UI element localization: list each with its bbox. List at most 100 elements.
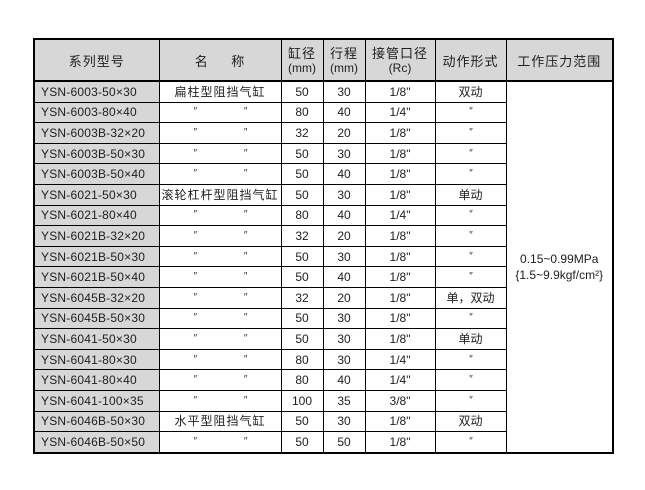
- cell-bore: 80: [280, 204, 324, 227]
- cell-name: ″ ″: [158, 266, 282, 288]
- cell-bore: 32: [280, 286, 324, 309]
- cell-action: ″: [434, 122, 507, 144]
- cell-action: ″: [434, 245, 507, 268]
- cell-bore: 50: [280, 80, 324, 103]
- table-row: YSN-6003B-32×20 ″ ″ 32 20 1/8" ″: [33, 122, 613, 144]
- cell-bore: 50: [280, 266, 324, 288]
- cell-stroke: 50: [322, 431, 366, 454]
- cell-name: ″ ″: [158, 163, 282, 185]
- cell-action: 双动: [434, 80, 507, 103]
- cell-bore: 80: [280, 348, 324, 371]
- cell-name: 扁柱型阻挡气缸: [158, 80, 282, 103]
- cell-action: ″: [434, 431, 507, 454]
- column-header-pressure: 工作压力范围: [505, 38, 614, 82]
- pressure-range-line1: 0.15~0.99MPa: [520, 251, 599, 266]
- cell-bore: 50: [280, 307, 324, 330]
- cell-action: ″: [434, 348, 507, 371]
- table-row: YSN-6045B-32×20 ″ ″ 32 20 1/8" 单，双动: [33, 286, 613, 309]
- cell-model: YSN-6003-80×40: [33, 101, 160, 124]
- cell-port: 1/4": [364, 204, 436, 227]
- cell-action: ″: [434, 369, 507, 391]
- cell-bore: 50: [280, 410, 324, 433]
- table-row: YSN-6041-80×30 ″ ″ 80 30 1/4" ″: [33, 348, 613, 371]
- cell-action: ″: [434, 225, 507, 247]
- cell-model: YSN-6041-100×35: [33, 389, 160, 412]
- cell-stroke: 30: [322, 183, 366, 206]
- cell-port: 1/8": [364, 328, 436, 350]
- cell-name: ″ ″: [158, 142, 282, 165]
- cell-action: ″: [434, 142, 507, 165]
- column-header-model: 系列型号: [33, 38, 160, 82]
- cell-bore: 80: [280, 101, 324, 124]
- pressure-range-line2: {1.5~9.9kgf/cm²}: [515, 267, 604, 282]
- cell-port: 1/8": [364, 122, 436, 144]
- cell-port: 1/8": [364, 431, 436, 454]
- table-row: YSN-6021B-50×40 ″ ″ 50 40 1/8" ″: [33, 266, 613, 288]
- cell-bore: 80: [280, 369, 324, 391]
- column-header-stroke-label: 行程: [329, 45, 358, 61]
- cell-port: 1/4": [364, 101, 436, 124]
- cell-name: ″ ″: [158, 369, 282, 391]
- cell-action: ″: [434, 101, 507, 124]
- cell-action: ″: [434, 204, 507, 227]
- table-row: YSN-6046B-50×30 水平型阻挡气缸 50 30 1/8" 双动: [33, 410, 613, 433]
- cell-name: ″ ″: [158, 245, 282, 268]
- cell-stroke: 20: [322, 225, 366, 247]
- cell-stroke: 40: [322, 101, 366, 124]
- cell-name: ″ ″: [158, 225, 282, 247]
- cell-bore: 50: [280, 431, 324, 454]
- cell-stroke: 40: [322, 204, 366, 227]
- cell-name: ″ ″: [158, 204, 282, 227]
- column-header-bore-unit: (mm): [288, 60, 316, 75]
- cell-port: 1/8": [364, 410, 436, 433]
- table-row: YSN-6021-50×30 滚轮杠杆型阻挡气缸 50 30 1/8" 单动: [33, 183, 613, 206]
- cell-name: 滚轮杠杆型阻挡气缸: [158, 183, 282, 206]
- cell-bore: 100: [280, 389, 324, 412]
- cell-stroke: 30: [322, 410, 366, 433]
- column-header-port-unit: (Rc): [388, 60, 412, 75]
- cell-stroke: 30: [322, 80, 366, 103]
- cell-model: YSN-6041-50×30: [33, 328, 160, 350]
- table-row: YSN-6003B-50×30 ″ ″ 50 30 1/8" ″: [33, 142, 613, 165]
- cell-model: YSN-6003B-32×20: [33, 122, 160, 144]
- cell-stroke: 30: [322, 142, 366, 165]
- cell-model: YSN-6003B-50×40: [33, 163, 160, 185]
- cell-model: YSN-6003-50×30: [33, 80, 160, 103]
- cell-stroke: 40: [322, 369, 366, 391]
- cell-stroke: 30: [322, 328, 366, 350]
- cell-stroke: 40: [322, 163, 366, 185]
- column-header-port: 接管口径 (Rc): [364, 38, 436, 82]
- column-header-name: 名 称: [158, 38, 282, 82]
- cell-port: 1/4": [364, 348, 436, 371]
- cell-model: YSN-6046B-50×50: [33, 431, 160, 454]
- cell-port: 1/8": [364, 286, 436, 309]
- cell-stroke: 30: [322, 348, 366, 371]
- cell-port: 1/8": [364, 163, 436, 185]
- spec-table-body: YSN-6003-50×30 扁柱型阻挡气缸 50 30 1/8" 双动 0.15~0.99…: [33, 80, 614, 454]
- column-header-bore: 缸径 (mm): [280, 38, 324, 82]
- cell-bore: 50: [280, 328, 324, 350]
- column-header-port-label: 接管口径: [371, 45, 428, 61]
- table-row: YSN-6021B-50×30 ″ ″ 50 30 1/8" ″: [33, 245, 613, 268]
- cell-bore: 50: [280, 183, 324, 206]
- cell-bore: 50: [280, 163, 324, 185]
- cell-name: ″ ″: [158, 328, 282, 350]
- cell-action: ″: [434, 307, 507, 330]
- cell-port: 1/8": [364, 307, 436, 330]
- cell-model: YSN-6021-50×30: [33, 183, 160, 206]
- table-row: YSN-6003B-50×40 ″ ″ 50 40 1/8" ″: [33, 163, 613, 185]
- cell-action: ″: [434, 266, 507, 288]
- cell-port: 1/8": [364, 183, 436, 206]
- cell-bore: 32: [280, 225, 324, 247]
- cell-port: 1/8": [364, 245, 436, 268]
- cell-model: YSN-6021-80×40: [33, 204, 160, 227]
- cell-port: 1/8": [364, 225, 436, 247]
- cell-port: 3/8": [364, 389, 436, 412]
- cell-model: YSN-6041-80×30: [33, 348, 160, 371]
- column-header-stroke: 行程 (mm): [322, 38, 366, 82]
- cell-stroke: 30: [322, 245, 366, 268]
- cell-action: 双动: [434, 410, 507, 433]
- cell-stroke: 30: [322, 307, 366, 330]
- cell-bore: 50: [280, 142, 324, 165]
